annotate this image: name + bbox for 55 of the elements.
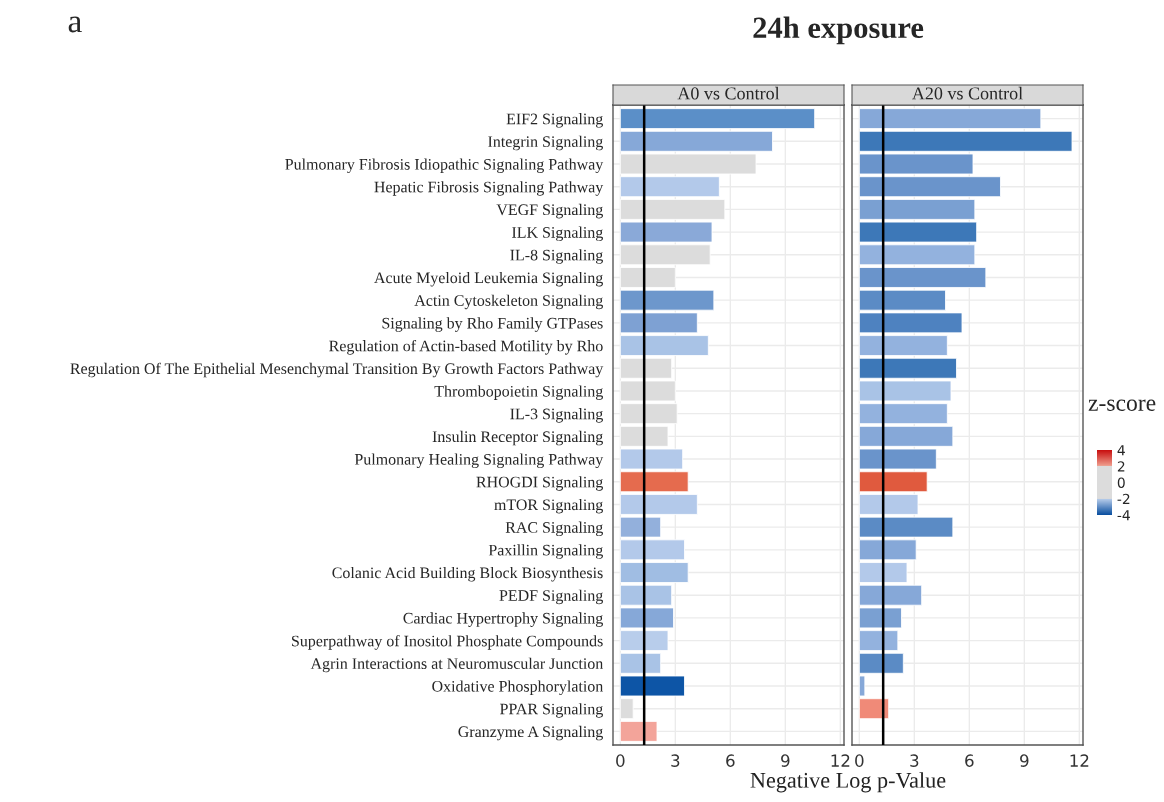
y-tick-label: Pulmonary Fibrosis Idiopathic Signaling Pathway (285, 158, 604, 173)
color-bar-label: 2 (1117, 461, 1125, 472)
x-tick-label: 12 (831, 754, 850, 767)
color-bar-label: -4 (1117, 510, 1130, 521)
y-tick-label: RAC Signaling (505, 521, 603, 537)
y-tick-label: Paxillin Signaling (488, 544, 603, 559)
x-tick-label: 0 (616, 754, 625, 767)
color-bar-label: -2 (1117, 493, 1130, 505)
bar (858, 267, 987, 288)
text: a (68, 16, 82, 33)
bar (619, 267, 676, 288)
y-tick-label: Acute Myeloid Leukemia Signaling (374, 271, 603, 287)
x-tick-label: 6 (965, 754, 974, 767)
y-tick-label: Hepatic Fibrosis Signaling Pathway (374, 181, 604, 196)
bar (858, 108, 1042, 130)
y-tick-label: IL-3 Signaling (510, 408, 603, 423)
bar (619, 720, 658, 742)
y-tick-label: Integrin Signaling (488, 135, 603, 151)
chart-title: A20 vs Control (912, 86, 1023, 100)
y-tick-label: PPAR Signaling (500, 703, 603, 718)
x-tick-label: 6 (726, 754, 735, 767)
y-tick-label: RHOGDI Signaling (476, 476, 603, 491)
y-tick-label: Agrin Interactions at Neuromuscular Junction (310, 657, 604, 673)
y-tick-label: Colanic Acid Building Block Biosynthesis (332, 566, 603, 582)
x-tick-label: 3 (671, 754, 680, 767)
x-axis-title: Negative Log p-Value (750, 772, 946, 793)
x-tick-label: 3 (910, 754, 919, 767)
y-tick-label: Granzyme A Signaling (458, 725, 603, 741)
bar (858, 562, 908, 583)
y-tick-label: Actin Cytoskeleton Signaling (414, 294, 603, 310)
y-tick-label: IL-8 Signaling (510, 249, 603, 264)
color-bar-title: z-score (1088, 399, 1156, 411)
y-tick-label: Oxidative Phosphorylation (432, 680, 604, 695)
x-tick-label: 9 (781, 754, 790, 767)
y-tick-label: Cardiac Hypertrophy Signaling (403, 612, 603, 627)
y-tick-label: VEGF Signaling (496, 203, 603, 219)
y-tick-label: Thrombopoietin Signaling (434, 385, 603, 400)
x-tick-label: 12 (1070, 754, 1089, 767)
y-tick-label: PEDF Signaling (499, 589, 603, 605)
y-tick-label: ILK Signaling (512, 226, 603, 242)
y-tick-label: Pulmonary Healing Signaling Pathway (354, 453, 604, 469)
text: 24h exposure (753, 16, 924, 45)
y-tick-label: Regulation Of The Epithelial Mesenchymal Transition By Growth Factors Pathway (70, 362, 604, 378)
bar (619, 562, 689, 583)
x-tick-label: 9 (1020, 754, 1029, 767)
y-tick-label: Signaling by Rho Family GTPases (382, 317, 603, 332)
y-tick-label: mTOR Signaling (494, 498, 603, 514)
y-tick-label: Insulin Receptor Signaling (432, 430, 603, 446)
bar (619, 108, 816, 130)
y-tick-label: Regulation of Actin-based Motility by Rho (329, 339, 603, 355)
x-tick-label: 0 (855, 754, 864, 767)
y-tick-label: EIF2 Signaling (506, 113, 603, 128)
y-tick-label: Superpathway of Inositol Phosphate Compounds (292, 634, 603, 650)
color-bar-label: 4 (1117, 445, 1125, 456)
color-bar-label: 0 (1117, 477, 1125, 488)
